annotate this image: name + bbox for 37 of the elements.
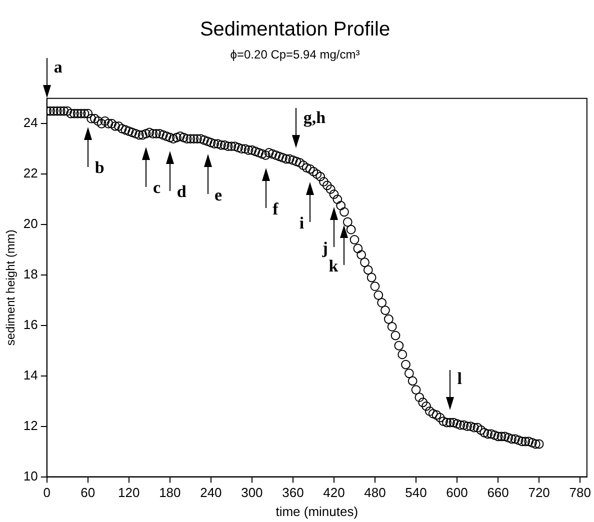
y-tick-label: 24 [23,115,38,130]
annotation: c [152,178,161,198]
y-tick-label: 20 [23,216,38,232]
annotation: b [94,158,104,177]
x-tick-label: 660 [487,485,509,500]
x-tick-label: 720 [528,485,550,500]
annotation: l [457,368,462,388]
annotation: i [299,213,304,232]
annotation: f [272,200,279,219]
x-tick-label: 600 [446,485,468,500]
annotation: d [176,182,187,201]
x-tick-label: 0 [43,485,50,500]
y-tick-label: 18 [23,266,38,282]
y-tick-label: 16 [23,317,38,332]
y-tick-label: 14 [23,367,38,382]
chart-title: Sedimentation Profile [200,18,390,41]
y-axis-title: sediment height (mm) [4,230,18,346]
x-tick-label: 540 [405,485,427,500]
annotation: g,h [303,108,326,127]
chart-subtitle: ϕ=0.20 Cp=5.94 mg/cm³ [230,48,360,62]
annotation: j [321,238,328,258]
annotation: a [54,57,63,76]
x-tick-label: 60 [80,485,96,500]
x-tick-label: 360 [282,485,304,500]
x-tick-label: 780 [569,485,591,500]
x-tick-label: 120 [118,485,140,500]
annotation: e [214,186,223,205]
y-tick-label: 12 [23,418,38,433]
x-tick-label: 240 [200,485,222,500]
y-tick-label: 22 [23,166,38,181]
x-tick-label: 480 [364,485,386,500]
annotation: k [328,256,339,276]
x-axis-title: time (minutes) [276,504,358,519]
x-tick-label: 300 [241,485,263,500]
x-tick-label: 420 [323,485,345,500]
x-tick-label: 180 [159,485,181,500]
y-tick-label: 10 [23,468,38,484]
